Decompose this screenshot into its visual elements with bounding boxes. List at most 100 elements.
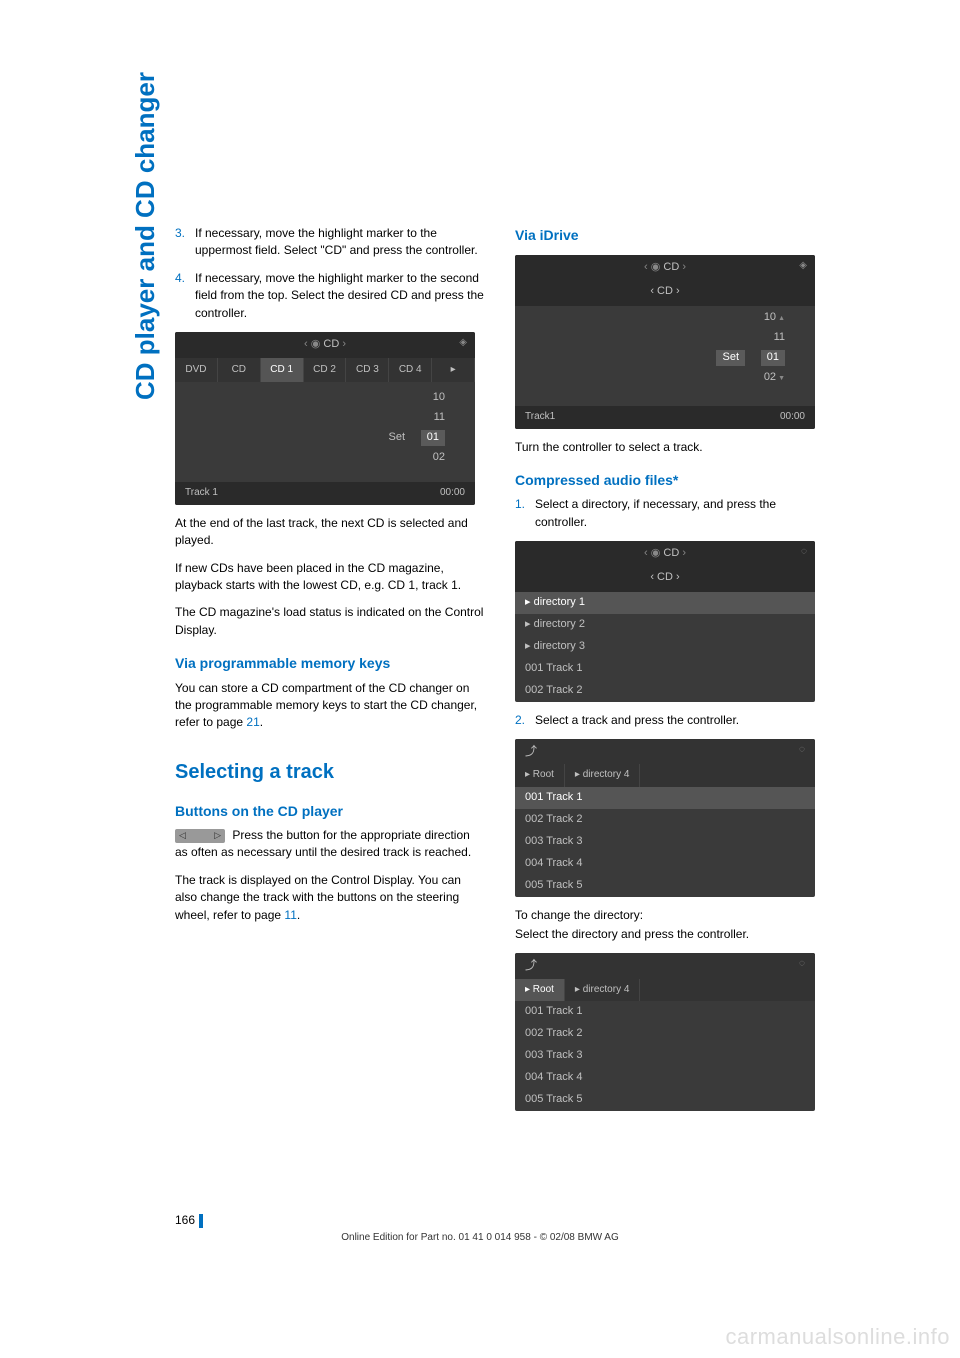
screenshot-footer: Track 1 00:00 bbox=[175, 482, 475, 505]
track-row[interactable]: 001 Track 1 bbox=[515, 658, 815, 680]
breadcrumb-root[interactable]: ▸ Root bbox=[515, 764, 565, 787]
text-span: . bbox=[297, 908, 300, 922]
cd-tabs: DVD CD CD 1 CD 2 CD 3 CD 4 ▸ bbox=[175, 358, 475, 383]
text-span: You can store a CD compartment of the CD… bbox=[175, 681, 477, 730]
idrive-screenshot-cd-tabs: ‹ ◉ CD › ◈ DVD CD CD 1 CD 2 CD 3 CD 4 ▸ … bbox=[175, 332, 475, 505]
track-row[interactable]: 002 Track 2 bbox=[515, 1023, 815, 1045]
right-column: Via iDrive ‹ ◉ CD › ◈ ‹ CD › 10 11 Set 0… bbox=[515, 225, 825, 1121]
step-2: 2. Select a track and press the controll… bbox=[515, 712, 825, 729]
breadcrumb-root-selected[interactable]: ▸ Root bbox=[515, 979, 565, 1002]
step-3: 3. If necessary, move the highlight mark… bbox=[175, 225, 485, 260]
track-row[interactable]: 003 Track 3 bbox=[515, 831, 815, 853]
screenshot-subheader: ‹ CD › bbox=[515, 567, 815, 592]
step-number: 2. bbox=[515, 712, 535, 729]
track-wheel: 10 11 Set 01 02 bbox=[515, 306, 815, 406]
track-row[interactable]: 003 Track 3 bbox=[515, 1045, 815, 1067]
subheading-via-idrive: Via iDrive bbox=[515, 225, 825, 245]
page-number-value: 166 bbox=[175, 1213, 195, 1227]
wheel-row[interactable]: 11 bbox=[774, 330, 785, 346]
heading-selecting-track: Selecting a track bbox=[175, 758, 485, 787]
wheel-row[interactable]: 10 bbox=[433, 390, 445, 406]
body-text: Turn the controller to select a track. bbox=[515, 439, 825, 456]
back-row[interactable]: ⤴ ◌ bbox=[515, 953, 815, 978]
page-number: 166 bbox=[175, 1213, 203, 1228]
subheading-memory-keys: Via programmable memory keys bbox=[175, 653, 485, 673]
track-row[interactable]: 004 Track 4 bbox=[515, 853, 815, 875]
subheading-buttons-cd: Buttons on the CD player bbox=[175, 801, 485, 821]
wheel-row-selected[interactable]: 01 bbox=[421, 430, 445, 446]
manual-page: CD player and CD changer 3. If necessary… bbox=[0, 0, 960, 1358]
wheel-row-selected[interactable]: 01 bbox=[761, 350, 785, 366]
wheel-row[interactable]: 11 bbox=[434, 410, 445, 426]
step-4: 4. If necessary, move the highlight mark… bbox=[175, 270, 485, 322]
track-row[interactable]: 002 Track 2 bbox=[515, 680, 815, 702]
tab-cd3[interactable]: CD 3 bbox=[346, 358, 389, 383]
breadcrumb-dir4[interactable]: ▸ directory 4 bbox=[565, 764, 640, 787]
header-label: CD bbox=[323, 338, 339, 350]
tab-cd1[interactable]: CD 1 bbox=[261, 358, 304, 383]
tab-cd[interactable]: CD bbox=[218, 358, 261, 383]
footer-time: 00:00 bbox=[440, 486, 465, 501]
back-row[interactable]: ⤴ ◌ bbox=[515, 739, 815, 764]
back-icon: ⤴ bbox=[525, 744, 537, 758]
section-title-vertical: CD player and CD changer bbox=[130, 72, 161, 400]
instruction-list: 2. Select a track and press the controll… bbox=[515, 712, 825, 729]
directory-row[interactable]: ▸ directory 2 bbox=[515, 614, 815, 636]
track-row[interactable]: 004 Track 4 bbox=[515, 1067, 815, 1089]
track-row[interactable]: 005 Track 5 bbox=[515, 1089, 815, 1111]
idrive-screenshot-tracks: ⤴ ◌ ▸ Root ▸ directory 4 001 Track 1 002… bbox=[515, 739, 815, 897]
track-row-selected[interactable]: 001 Track 1 bbox=[515, 787, 815, 809]
tab-cd4[interactable]: CD 4 bbox=[389, 358, 432, 383]
tab-cd2[interactable]: CD 2 bbox=[304, 358, 347, 383]
wheel-row[interactable]: 02 bbox=[764, 370, 785, 386]
track-row[interactable]: 005 Track 5 bbox=[515, 875, 815, 897]
body-text: To change the directory: bbox=[515, 907, 825, 924]
body-text: Select the directory and press the contr… bbox=[515, 926, 825, 943]
breadcrumb: ▸ Root ▸ directory 4 bbox=[515, 764, 815, 787]
page-link-11[interactable]: 11 bbox=[284, 908, 296, 922]
step-1: 1. Select a directory, if necessary, and… bbox=[515, 496, 825, 531]
two-column-layout: 3. If necessary, move the highlight mark… bbox=[175, 225, 850, 1121]
track-row[interactable]: 001 Track 1 bbox=[515, 1001, 815, 1023]
left-column: 3. If necessary, move the highlight mark… bbox=[175, 225, 485, 1121]
text-span: . bbox=[260, 715, 263, 729]
breadcrumb: ▸ Root ▸ directory 4 bbox=[515, 979, 815, 1002]
page-number-bar bbox=[199, 1214, 203, 1228]
directory-row[interactable]: ▸ directory 3 bbox=[515, 636, 815, 658]
tab-more[interactable]: ▸ bbox=[432, 358, 475, 383]
wheel-set-label: Set bbox=[716, 350, 745, 366]
track-wheel: 10 11 Set 01 02 bbox=[175, 382, 475, 482]
footer-track: Track1 bbox=[525, 410, 555, 425]
text-span: The track is displayed on the Control Di… bbox=[175, 873, 461, 922]
edition-line: Online Edition for Part no. 01 41 0 014 … bbox=[0, 1232, 960, 1243]
header-label: CD bbox=[663, 261, 679, 273]
body-text: The CD magazine's load status is indicat… bbox=[175, 604, 485, 639]
breadcrumb-dir4[interactable]: ▸ directory 4 bbox=[565, 979, 640, 1002]
body-text: The track is displayed on the Control Di… bbox=[175, 872, 485, 924]
step-text: Select a directory, if necessary, and pr… bbox=[535, 496, 825, 531]
idrive-screenshot-directories: ‹ ◉ CD › ◌ ‹ CD › ▸ directory 1 ▸ direct… bbox=[515, 541, 815, 702]
screenshot-header: ‹ ◉ CD › ◌ bbox=[515, 541, 815, 567]
screenshot-header: ‹ ◉ CD › ◈ bbox=[515, 255, 815, 281]
idrive-screenshot-tracks-root: ⤴ ◌ ▸ Root ▸ directory 4 001 Track 1 002… bbox=[515, 953, 815, 1111]
watermark: carmanualsonline.info bbox=[725, 1324, 950, 1350]
instruction-list: 3. If necessary, move the highlight mark… bbox=[175, 225, 485, 322]
back-icon: ⤴ bbox=[525, 958, 537, 972]
track-row[interactable]: 002 Track 2 bbox=[515, 809, 815, 831]
instruction-list: 1. Select a directory, if necessary, and… bbox=[515, 496, 825, 531]
wheel-row[interactable]: 10 bbox=[764, 310, 785, 326]
step-text: If necessary, move the highlight marker … bbox=[195, 225, 485, 260]
seek-button-icon bbox=[175, 829, 225, 843]
step-number: 1. bbox=[515, 496, 535, 531]
footer-track: Track 1 bbox=[185, 486, 218, 501]
body-text: If new CDs have been placed in the CD ma… bbox=[175, 560, 485, 595]
wheel-row[interactable]: 02 bbox=[433, 450, 445, 466]
step-text: If necessary, move the highlight marker … bbox=[195, 270, 485, 322]
page-link-21[interactable]: 21 bbox=[246, 715, 259, 729]
screenshot-subheader: ‹ CD › bbox=[515, 281, 815, 306]
idrive-screenshot-track-wheel: ‹ ◉ CD › ◈ ‹ CD › 10 11 Set 01 02 Track1… bbox=[515, 255, 815, 428]
wheel-set-label: Set bbox=[388, 430, 405, 446]
directory-row-selected[interactable]: ▸ directory 1 bbox=[515, 592, 815, 614]
tab-dvd[interactable]: DVD bbox=[175, 358, 218, 383]
step-number: 4. bbox=[175, 270, 195, 322]
